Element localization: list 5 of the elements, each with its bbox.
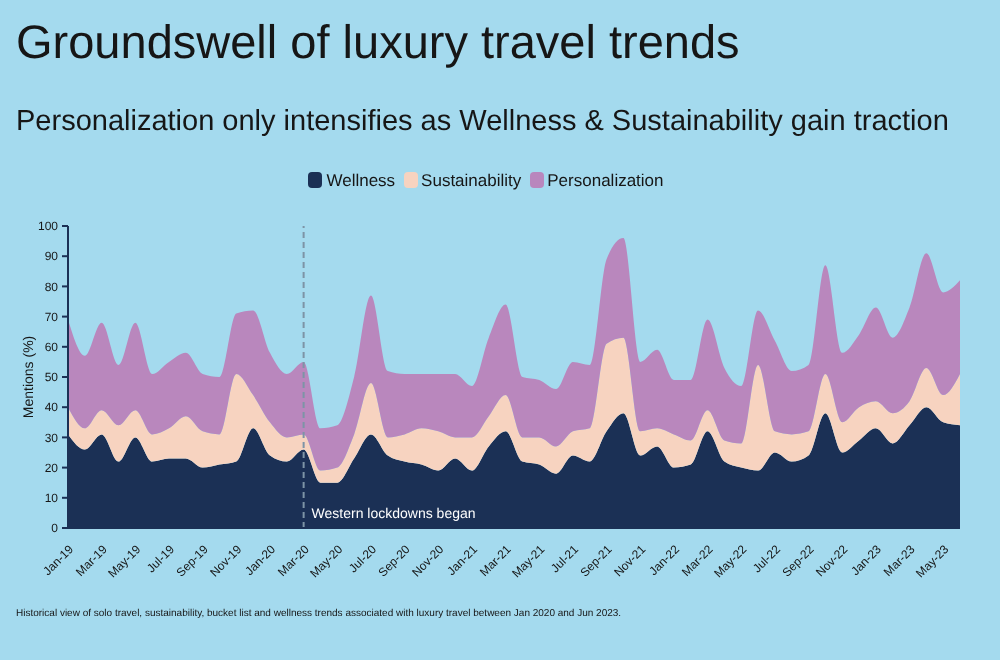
- legend-label: Personalization: [547, 170, 664, 190]
- legend-label: Wellness: [326, 170, 396, 190]
- legend-label: Sustainability: [421, 170, 522, 190]
- chart-subtitle: Personalization only intensifies as Wellness & Sustainability gain traction: [16, 106, 949, 138]
- chart-title: Groundswell of luxury travel trends: [16, 16, 740, 70]
